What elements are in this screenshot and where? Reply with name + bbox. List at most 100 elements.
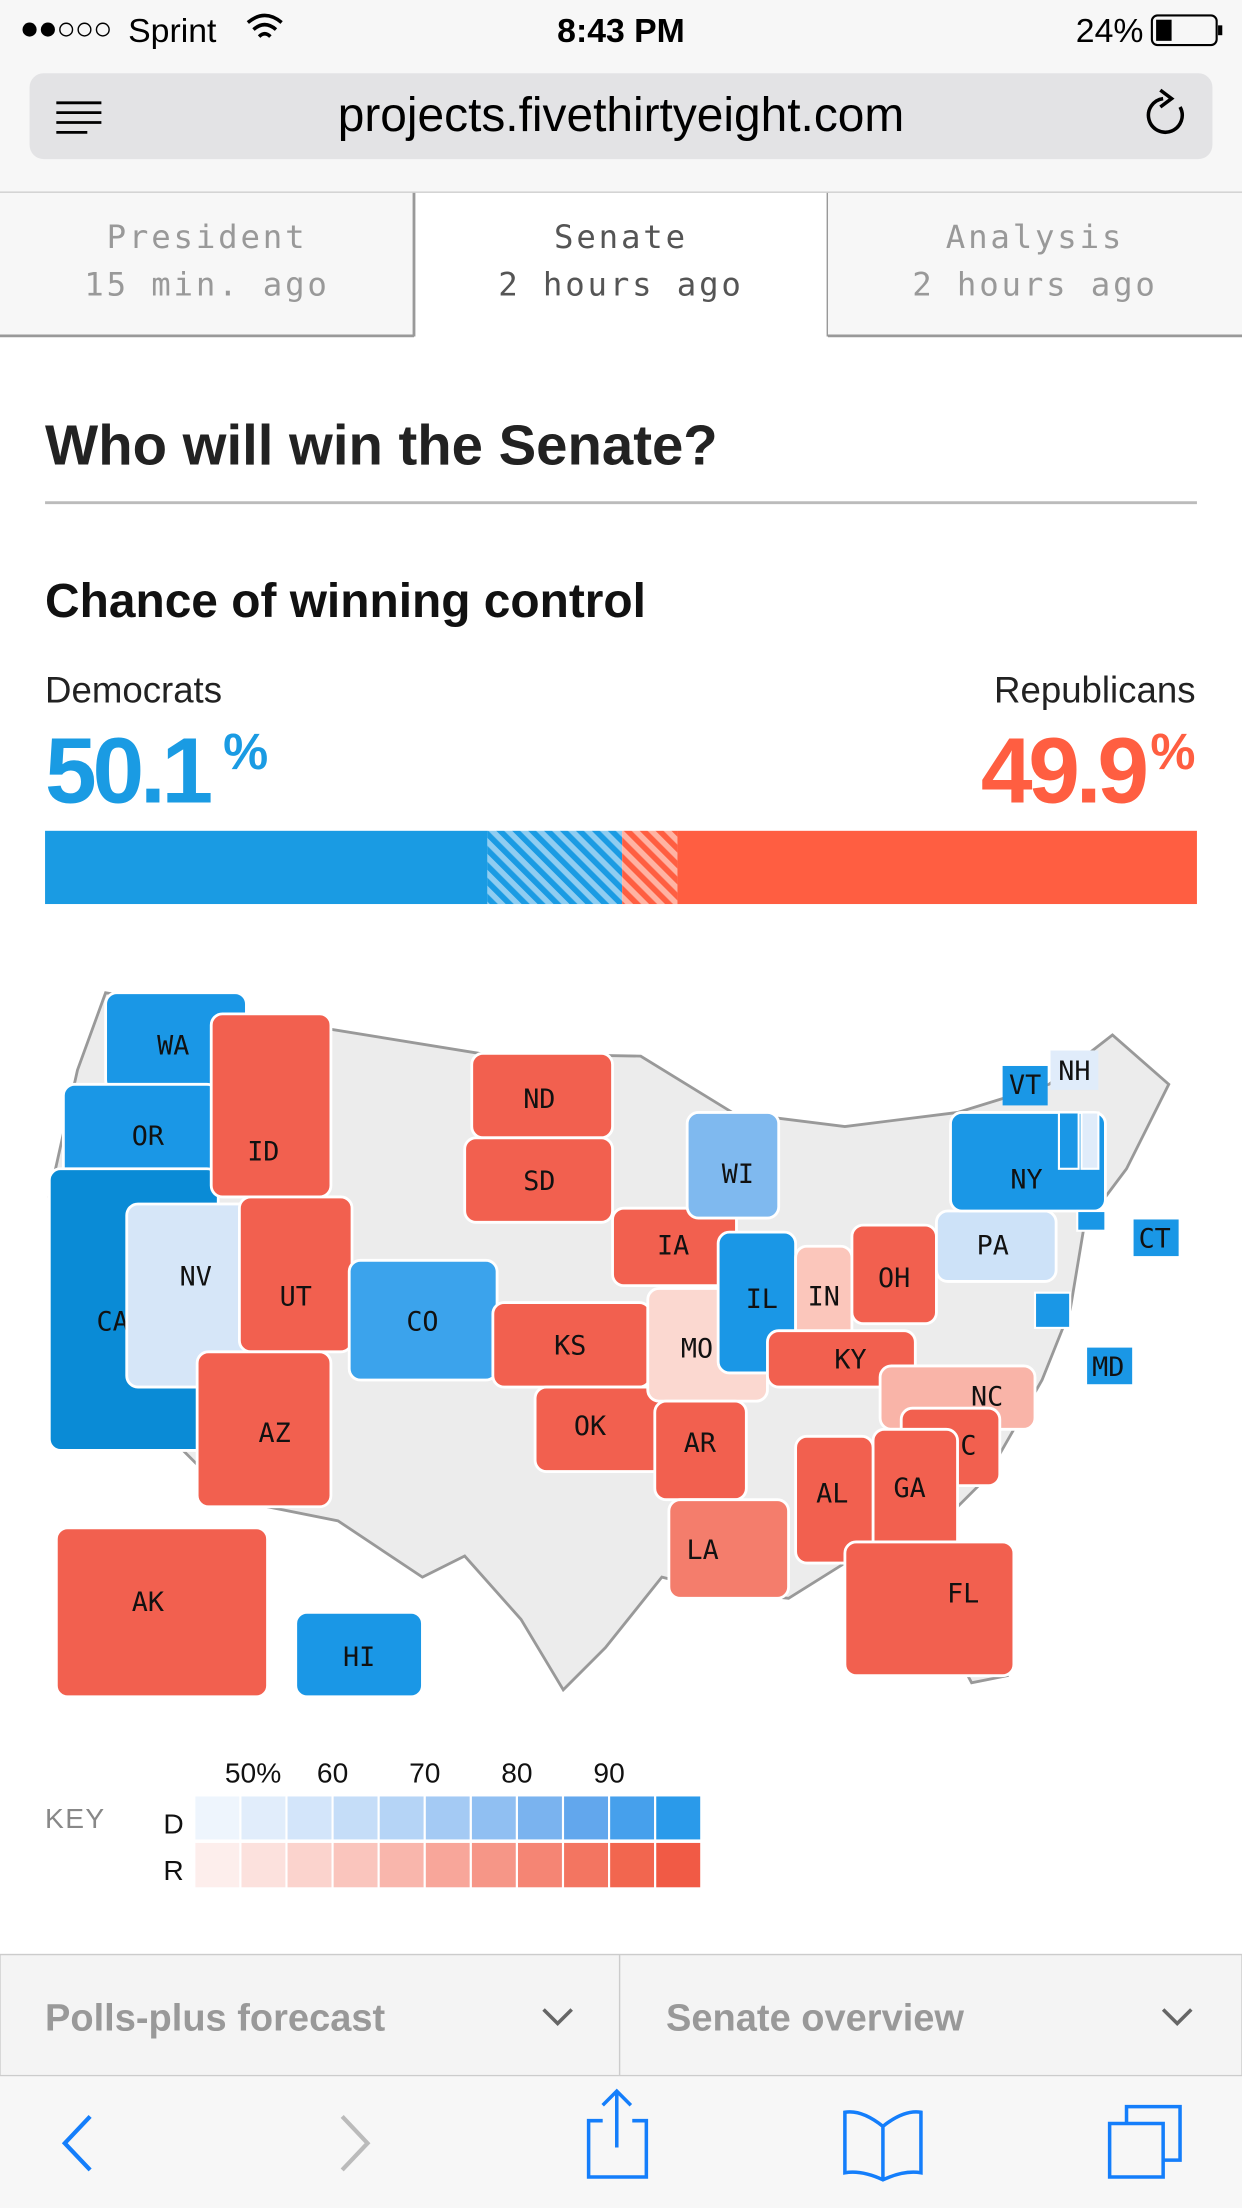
state-shape [667,1498,790,1600]
control-bar: 50.1% 49.9% [45,719,1197,905]
key-cell [469,1794,518,1842]
key-cell [331,1794,380,1842]
key-row-label: D [163,1808,183,1839]
state-label: OH [878,1263,910,1294]
share-button[interactable] [586,2088,649,2179]
state-label: IL [746,1284,778,1315]
chevron[interactable] [1161,2008,1193,2027]
state-label-box [1087,1347,1133,1385]
state-shape [794,1434,875,1565]
rep-label: Republicans [994,670,1195,711]
key-cell [193,1840,242,1890]
dropdown[interactable]: Senate overview [666,1998,964,2040]
key-cell [654,1794,703,1842]
key-tick-label: 60 [317,1758,348,1789]
tabs-button[interactable] [1107,2104,1182,2179]
key-cell [285,1794,334,1842]
key-cell [561,1840,611,1890]
key-row-label: R [163,1855,183,1886]
state-label: NY [1010,1164,1042,1195]
rep-lean-bar [622,830,678,905]
reload-arrow[interactable] [1159,88,1175,109]
dropdown-bar [0,1953,1242,2077]
key-cell [654,1840,703,1890]
state-label: HI [343,1642,375,1673]
tab[interactable] [828,192,1242,337]
dem-solid-bar [45,830,488,905]
tab-updated: 2 hours ago [912,266,1157,304]
reader-icon[interactable] [56,101,102,134]
state-label: ID [247,1136,279,1167]
state-shape [294,1610,424,1699]
address-bar[interactable] [29,73,1213,160]
page-heading: Who will win the Senate? [45,414,718,477]
signal-dots [22,22,110,37]
tab[interactable] [414,192,828,337]
dem-unit: % [223,723,268,780]
state-label: NV [180,1262,212,1293]
state-label-box [1050,1050,1099,1090]
key-cell [377,1794,426,1842]
key-cell [239,1840,288,1890]
state-label: IA [657,1231,689,1262]
dem-number: 50.1 [45,719,212,823]
url[interactable]: projects.fivethirtyeight.com [338,89,905,142]
forward-button[interactable] [340,2115,371,2172]
chevron[interactable] [542,2008,573,2027]
rep-value: 49.9% [981,719,1196,823]
back-button[interactable] [61,2115,92,2172]
state-label: AL [816,1479,848,1510]
state-label: CO [406,1307,438,1338]
state-label: CT [1139,1224,1171,1255]
dem-lean-bar [487,830,623,905]
reload-icon[interactable] [1146,96,1184,134]
state-shape [237,1195,354,1354]
key-title: KEY [45,1803,106,1834]
key-tick-label: 70 [409,1758,440,1789]
tab-title: President [107,218,308,256]
battery-icon [1150,14,1223,47]
state-label: KY [834,1345,866,1376]
state-shape [463,1136,614,1224]
key-cell [193,1794,242,1842]
key-cell [561,1794,611,1842]
dropdown[interactable]: Polls-plus forecast [45,1998,385,2040]
tab-title: Senate [554,218,688,256]
key-cell [515,1840,565,1890]
state-shape [685,1111,781,1220]
state-label: MO [681,1333,713,1364]
key-tick-label: 90 [593,1758,624,1789]
state-label: GA [894,1473,926,1504]
state-label: IN [808,1281,840,1312]
clock: 8:43 PM [557,12,685,50]
battery-level: 24% [1076,12,1144,50]
state-label: SD [523,1166,555,1197]
state-label: OR [132,1121,165,1152]
state-shape [209,1012,333,1199]
key-cell [423,1840,472,1890]
tabs: President 15 min. ago Senate 2 hours ago Ana… [0,192,1242,338]
tab[interactable] [0,192,414,337]
state-label-box [1002,1065,1048,1106]
state-label: UT [280,1281,312,1312]
state-label: MD [1092,1352,1124,1383]
state-label: AR [684,1428,717,1459]
key-cell [239,1794,288,1842]
key: KEY DR 50% 60 70 80 90 [45,1758,703,1890]
wifi-icon [246,13,283,38]
forecast-title: Chance of winning control [45,575,646,628]
tab-updated: 15 min. ago [84,266,329,304]
key-cell [377,1840,426,1890]
state-shape [843,1540,1016,1678]
key-cell [331,1840,380,1890]
state-shape [1057,1111,1080,1170]
tab-updated: 2 hours ago [498,266,743,304]
state-shape [1033,1291,1072,1329]
key-tick-label: 50% [225,1758,281,1789]
toolbar [0,2077,1242,2208]
bookmarks-button[interactable] [843,2110,923,2182]
state-label: CA [97,1307,129,1338]
state-label: LA [687,1535,719,1566]
state-shape [1080,1111,1100,1170]
